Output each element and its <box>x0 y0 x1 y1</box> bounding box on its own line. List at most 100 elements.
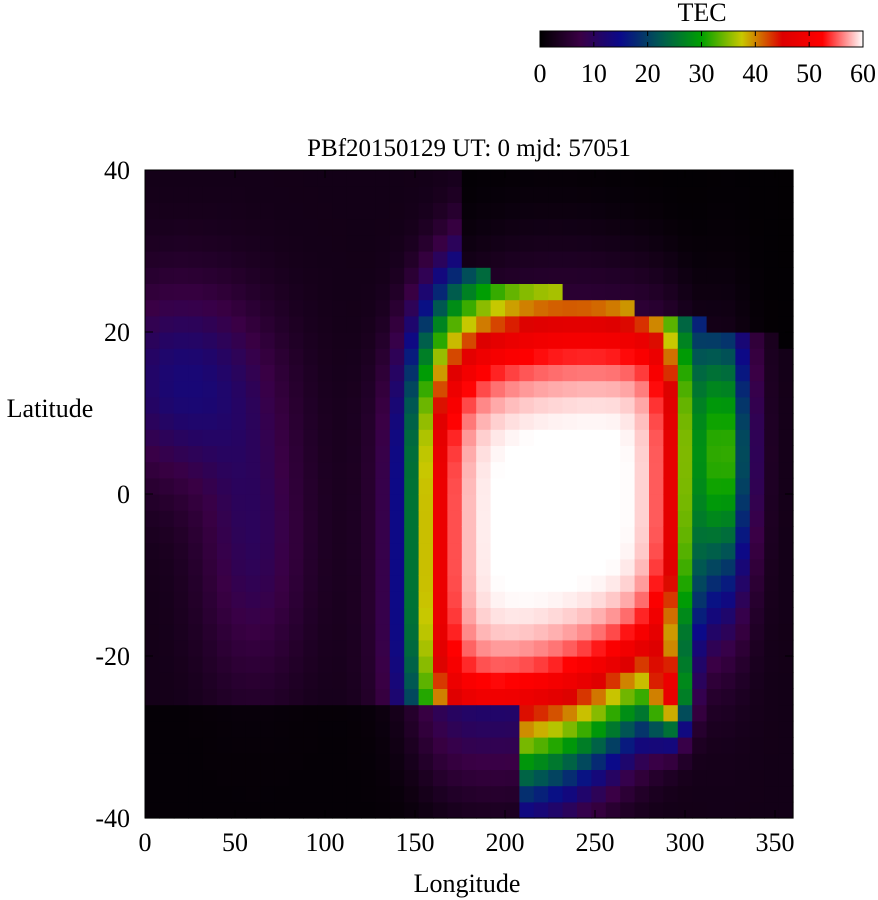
heatmap-cell <box>706 704 722 722</box>
heatmap-cell <box>145 575 160 592</box>
heatmap-cell <box>677 396 693 414</box>
heatmap-cell <box>778 720 794 738</box>
heatmap-cell <box>346 348 362 365</box>
heatmap-cell <box>577 672 592 689</box>
heatmap-cell <box>706 510 722 527</box>
heatmap-cell <box>490 202 506 220</box>
heatmap-cell <box>447 688 463 706</box>
heatmap-cell <box>735 364 751 382</box>
heatmap-cell <box>634 413 650 430</box>
heatmap-cell <box>677 720 693 738</box>
heatmap-cell <box>490 688 506 706</box>
heatmap-cell <box>721 251 736 268</box>
heatmap-cell <box>620 672 636 689</box>
heatmap-cell <box>260 607 276 625</box>
heatmap-cell <box>274 753 290 770</box>
heatmap-cell <box>620 494 636 511</box>
heatmap-cell <box>231 704 247 722</box>
heatmap-cell <box>346 591 362 608</box>
heatmap-cell <box>692 364 708 382</box>
heatmap-cell <box>562 429 578 446</box>
heatmap-cell <box>231 526 247 544</box>
heatmap-cell <box>346 672 362 689</box>
heatmap-cell <box>361 202 376 220</box>
heatmap-cell <box>332 526 348 544</box>
heatmap-cell <box>433 348 448 365</box>
heatmap-cell <box>577 769 592 787</box>
heatmap-cell <box>433 672 448 689</box>
heatmap-cell <box>447 769 463 787</box>
heatmap-cell <box>620 656 636 673</box>
heatmap-cell <box>533 218 549 236</box>
heatmap-cell <box>749 267 765 284</box>
heatmap-cell <box>677 251 693 268</box>
heatmap-cell <box>721 542 736 560</box>
heatmap-cell <box>173 380 189 398</box>
heatmap-cell <box>217 461 232 479</box>
heatmap-cell <box>433 542 448 560</box>
heatmap-cell <box>317 785 333 803</box>
heatmap-cell <box>346 575 362 592</box>
heatmap-cell <box>692 769 708 787</box>
heatmap-cell <box>202 348 218 365</box>
heatmap-cell <box>433 639 448 657</box>
heatmap-cell <box>677 753 693 770</box>
heatmap-cell <box>461 364 477 382</box>
heatmap-cell <box>634 737 650 754</box>
heatmap-cell <box>317 639 333 657</box>
colorbar-tick-label: 0 <box>534 59 547 88</box>
heatmap-cell <box>505 704 520 722</box>
heatmap-cell <box>620 218 636 236</box>
heatmap-cell <box>260 251 276 268</box>
heatmap-cell <box>605 413 621 430</box>
heatmap-cell <box>188 753 204 770</box>
heatmap-cell <box>663 510 679 527</box>
heatmap-cell <box>375 542 391 560</box>
heatmap-cell <box>217 283 232 301</box>
heatmap-cell <box>533 283 549 301</box>
heatmap-cell <box>217 234 232 252</box>
heatmap-cell <box>562 461 578 479</box>
heatmap-cell <box>245 542 261 560</box>
heatmap-cell <box>274 396 290 414</box>
heatmap-cell <box>260 170 276 187</box>
heatmap-cell <box>433 380 448 398</box>
heatmap-cell <box>317 688 333 706</box>
heatmap-cell <box>620 234 636 252</box>
heatmap-cell <box>605 396 621 414</box>
heatmap-cell <box>375 575 391 592</box>
heatmap-cell <box>778 737 794 754</box>
heatmap-cell <box>231 299 247 317</box>
heatmap-cell <box>461 720 477 738</box>
heatmap-cell <box>548 170 564 187</box>
heatmap-cell <box>274 348 290 365</box>
heatmap-cell <box>721 413 736 430</box>
heatmap-cell <box>735 380 751 398</box>
heatmap-cell <box>490 639 506 657</box>
heatmap-cell <box>577 591 592 608</box>
heatmap-cell <box>519 348 535 365</box>
heatmap-cell <box>721 753 736 770</box>
heatmap-cell <box>649 461 664 479</box>
heatmap-cell <box>778 299 794 317</box>
heatmap-cell <box>389 380 405 398</box>
heatmap-cell <box>749 785 765 803</box>
heatmap-cell <box>778 769 794 787</box>
heatmap-cell <box>663 753 679 770</box>
heatmap-cell <box>433 510 448 527</box>
heatmap-cell <box>505 801 520 819</box>
heatmap-cell <box>649 429 664 446</box>
heatmap-cell <box>505 656 520 673</box>
heatmap-cell <box>562 623 578 641</box>
heatmap-cell <box>735 623 751 641</box>
heatmap-cell <box>677 558 693 576</box>
heatmap-cell <box>173 283 189 301</box>
heatmap-cell <box>476 494 492 511</box>
heatmap-cell <box>735 737 751 754</box>
heatmap-cell <box>303 720 319 738</box>
heatmap-cell <box>735 785 751 803</box>
heatmap-cell <box>217 737 232 754</box>
heatmap-cell <box>389 704 405 722</box>
